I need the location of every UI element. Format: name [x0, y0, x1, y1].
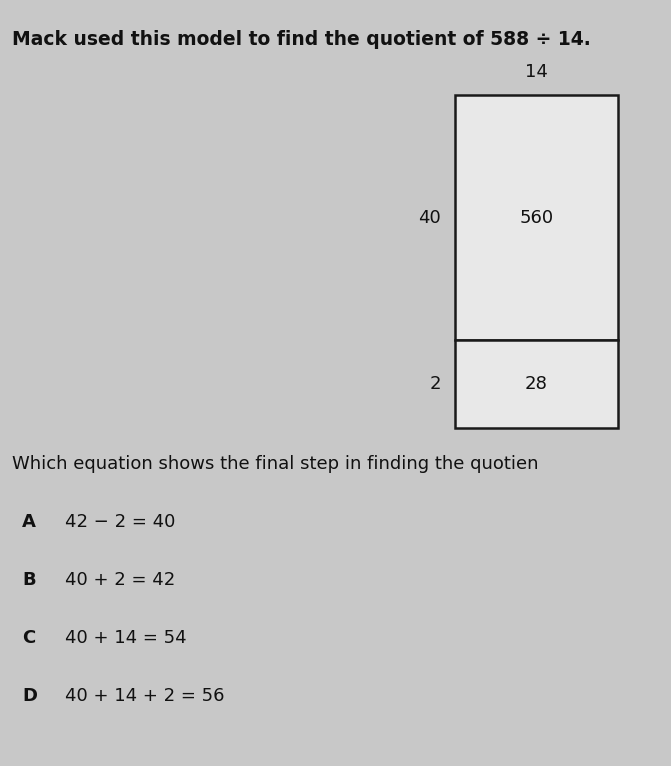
- Text: 40 + 14 + 2 = 56: 40 + 14 + 2 = 56: [65, 687, 225, 705]
- Bar: [455, 340, 618, 428]
- Text: A: A: [22, 513, 36, 531]
- Bar: [455, 95, 618, 340]
- Text: B: B: [22, 571, 36, 589]
- Text: Which equation shows the final step in finding the quotien: Which equation shows the final step in f…: [12, 455, 539, 473]
- Text: 40: 40: [418, 208, 441, 227]
- Text: Mack used this model to find the quotient of 588 ÷ 14.: Mack used this model to find the quotien…: [12, 30, 590, 49]
- Text: 40 + 14 = 54: 40 + 14 = 54: [65, 629, 187, 647]
- Text: 14: 14: [525, 63, 548, 81]
- Text: 560: 560: [519, 208, 554, 227]
- Text: 42 − 2 = 40: 42 − 2 = 40: [65, 513, 175, 531]
- Text: D: D: [22, 687, 37, 705]
- Text: 28: 28: [525, 375, 548, 393]
- Text: 2: 2: [429, 375, 441, 393]
- Text: 40 + 2 = 42: 40 + 2 = 42: [65, 571, 175, 589]
- Text: C: C: [22, 629, 36, 647]
